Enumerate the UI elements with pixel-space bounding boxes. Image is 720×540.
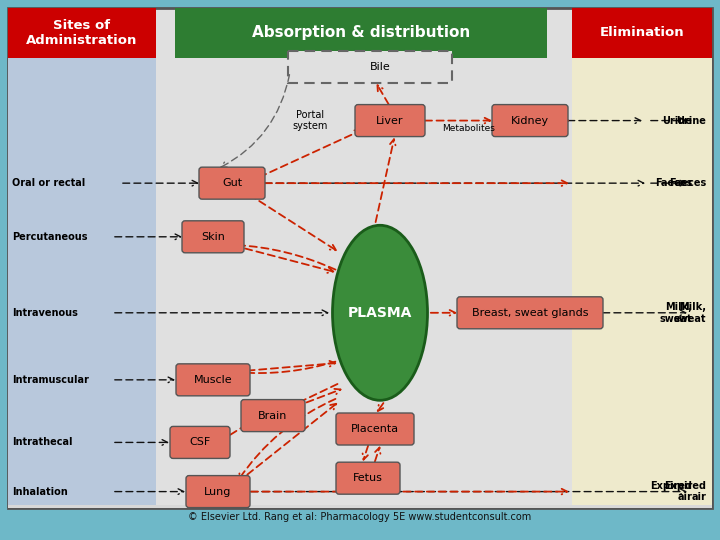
- Text: Expired
air: Expired air: [664, 481, 706, 502]
- FancyBboxPatch shape: [199, 167, 265, 199]
- FancyBboxPatch shape: [492, 105, 568, 137]
- FancyBboxPatch shape: [355, 105, 425, 137]
- Text: Bile: Bile: [369, 62, 390, 72]
- Text: Percutaneous: Percutaneous: [12, 232, 88, 242]
- Text: Absorption & distribution: Absorption & distribution: [252, 25, 470, 40]
- FancyBboxPatch shape: [241, 400, 305, 431]
- Text: Placenta: Placenta: [351, 424, 399, 434]
- Bar: [8, 505, 712, 508]
- Text: Milk,
sweat: Milk, sweat: [673, 302, 706, 323]
- Text: Sites of
Administration: Sites of Administration: [27, 19, 138, 47]
- FancyBboxPatch shape: [182, 221, 244, 253]
- FancyBboxPatch shape: [176, 364, 250, 396]
- Text: Intramuscular: Intramuscular: [12, 375, 89, 385]
- FancyBboxPatch shape: [288, 51, 452, 83]
- Text: PLASMA: PLASMA: [348, 306, 412, 320]
- Text: Gut: Gut: [222, 178, 242, 188]
- Text: Lung: Lung: [204, 487, 232, 497]
- Bar: [572, 8, 712, 508]
- Text: Milk,
sweat: Milk, sweat: [660, 302, 692, 323]
- Text: Kidney: Kidney: [511, 116, 549, 126]
- FancyBboxPatch shape: [170, 427, 230, 458]
- Text: Faeces: Faeces: [654, 178, 692, 188]
- Text: Oral or rectal: Oral or rectal: [12, 178, 85, 188]
- Text: Faeces: Faeces: [669, 178, 706, 188]
- FancyBboxPatch shape: [336, 462, 400, 494]
- Ellipse shape: [333, 225, 428, 400]
- Text: Metabolites: Metabolites: [442, 124, 495, 133]
- Text: Urine: Urine: [662, 116, 692, 126]
- Bar: [572, 8, 712, 58]
- Bar: [8, 8, 156, 58]
- Text: Elimination: Elimination: [600, 26, 684, 39]
- Text: Fetus: Fetus: [353, 473, 383, 483]
- Text: Inhalation: Inhalation: [12, 487, 68, 497]
- Text: Liver: Liver: [377, 116, 404, 126]
- Bar: [8, 8, 156, 508]
- Text: Muscle: Muscle: [194, 375, 233, 385]
- Text: Breast, sweat glands: Breast, sweat glands: [472, 308, 588, 318]
- FancyBboxPatch shape: [457, 297, 603, 329]
- Text: Urine: Urine: [676, 116, 706, 126]
- Text: Portal
system: Portal system: [292, 110, 328, 131]
- Text: Skin: Skin: [201, 232, 225, 242]
- FancyBboxPatch shape: [186, 476, 250, 508]
- FancyBboxPatch shape: [336, 413, 414, 445]
- Text: Intravenous: Intravenous: [12, 308, 78, 318]
- Text: Intrathecal: Intrathecal: [12, 437, 73, 448]
- Text: © Elsevier Ltd. Rang et al: Pharmacology 5E www.studentconsult.com: © Elsevier Ltd. Rang et al: Pharmacology…: [189, 512, 531, 522]
- Text: CSF: CSF: [189, 437, 211, 448]
- Text: Expired
air: Expired air: [650, 481, 692, 502]
- Text: Brain: Brain: [258, 410, 288, 421]
- Bar: [175, 8, 547, 58]
